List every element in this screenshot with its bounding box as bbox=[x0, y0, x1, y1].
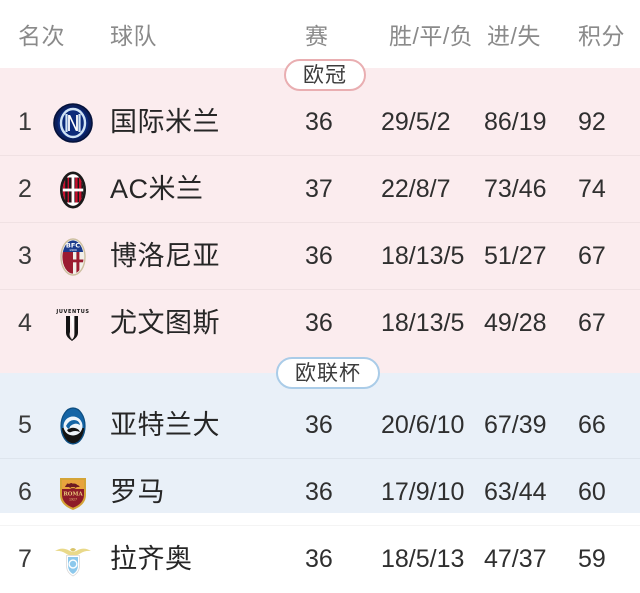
row-wdl: 18/13/5 bbox=[381, 309, 465, 337]
row-goals: 63/44 bbox=[484, 478, 547, 506]
europa-league-zone-background bbox=[0, 373, 640, 513]
row-team: 国际米兰 bbox=[110, 107, 220, 137]
header-goals: 进/失 bbox=[487, 23, 541, 49]
roma-crest: ROMA 1927 bbox=[52, 472, 94, 514]
header-wdl: 胜/平/负 bbox=[389, 23, 474, 49]
bologna-crest: BFC 1909 bbox=[52, 236, 94, 278]
header-played: 赛 bbox=[305, 23, 329, 49]
row-played: 36 bbox=[305, 545, 333, 573]
row-goals: 73/46 bbox=[484, 175, 547, 203]
table-header-row: 名次 球队 赛 胜/平/负 进/失 积分 bbox=[0, 0, 640, 68]
row-goals: 86/19 bbox=[484, 108, 547, 136]
row-wdl: 29/5/2 bbox=[381, 108, 451, 136]
row-rank: 3 bbox=[18, 242, 32, 270]
table-row[interactable]: 1 国际米兰 36 29/5/2 86/19 92 bbox=[0, 90, 640, 155]
row-rank: 6 bbox=[18, 478, 32, 506]
svg-text:ROMA: ROMA bbox=[63, 492, 83, 498]
row-rank: 1 bbox=[18, 108, 32, 136]
svg-text:BFC: BFC bbox=[66, 242, 80, 250]
row-goals: 51/27 bbox=[484, 242, 547, 270]
row-wdl: 22/8/7 bbox=[381, 175, 451, 203]
row-rank: 7 bbox=[18, 545, 32, 573]
row-rank: 5 bbox=[18, 411, 32, 439]
row-divider bbox=[0, 222, 640, 223]
row-points: 67 bbox=[578, 309, 606, 337]
row-points: 74 bbox=[578, 175, 606, 203]
inter-milan-crest bbox=[52, 102, 94, 144]
header-points: 积分 bbox=[578, 23, 625, 49]
row-wdl: 18/13/5 bbox=[381, 242, 465, 270]
row-wdl: 20/6/10 bbox=[381, 411, 465, 439]
table-row[interactable]: 5 亚特兰大 36 20/6/10 67/39 66 bbox=[0, 393, 640, 458]
row-points: 67 bbox=[578, 242, 606, 270]
champions-league-badge: 欧冠 bbox=[284, 59, 366, 91]
row-goals: 47/37 bbox=[484, 545, 547, 573]
header-team: 球队 bbox=[110, 23, 157, 49]
juventus-crest: JUVENTUS bbox=[52, 303, 94, 345]
row-wdl: 17/9/10 bbox=[381, 478, 465, 506]
atalanta-crest bbox=[52, 405, 94, 447]
table-row[interactable]: 6 ROMA 1927 罗马 36 17/9/10 63/44 60 bbox=[0, 460, 640, 525]
row-team: 亚特兰大 bbox=[110, 410, 220, 440]
row-rank: 4 bbox=[18, 309, 32, 337]
table-row[interactable]: 4 JUVENTUS 尤文图斯 36 18/13/5 49/28 67 bbox=[0, 291, 640, 356]
row-wdl: 18/5/13 bbox=[381, 545, 465, 573]
row-points: 59 bbox=[578, 545, 606, 573]
row-points: 66 bbox=[578, 411, 606, 439]
row-points: 92 bbox=[578, 108, 606, 136]
svg-text:1909: 1909 bbox=[69, 248, 77, 252]
row-played: 36 bbox=[305, 309, 333, 337]
row-divider bbox=[0, 155, 640, 156]
row-played: 36 bbox=[305, 242, 333, 270]
row-played: 36 bbox=[305, 478, 333, 506]
row-goals: 67/39 bbox=[484, 411, 547, 439]
row-played: 36 bbox=[305, 411, 333, 439]
svg-text:1927: 1927 bbox=[69, 497, 77, 501]
table-row[interactable]: 3 BFC 1909 博洛尼亚 36 18/13/5 51/27 67 bbox=[0, 224, 640, 289]
row-team: 罗马 bbox=[110, 477, 165, 507]
row-goals: 49/28 bbox=[484, 309, 547, 337]
row-team: 博洛尼亚 bbox=[110, 241, 220, 271]
row-divider bbox=[0, 289, 640, 290]
row-team: 拉齐奥 bbox=[110, 544, 193, 574]
row-divider bbox=[0, 525, 640, 526]
row-played: 37 bbox=[305, 175, 333, 203]
row-divider bbox=[0, 458, 640, 459]
row-points: 60 bbox=[578, 478, 606, 506]
row-rank: 2 bbox=[18, 175, 32, 203]
row-team: AC米兰 bbox=[110, 174, 204, 204]
table-row[interactable]: 2 AC米兰 bbox=[0, 157, 640, 222]
svg-text:JUVENTUS: JUVENTUS bbox=[55, 309, 89, 315]
europa-league-badge: 欧联杯 bbox=[276, 357, 380, 389]
ac-milan-crest bbox=[52, 169, 94, 211]
champions-league-zone-background bbox=[0, 68, 640, 373]
row-played: 36 bbox=[305, 108, 333, 136]
header-rank: 名次 bbox=[18, 23, 65, 49]
lazio-crest bbox=[52, 539, 94, 581]
row-team: 尤文图斯 bbox=[110, 308, 220, 338]
table-row[interactable]: 7 拉齐奥 36 18/5/13 47/37 59 bbox=[0, 527, 640, 592]
